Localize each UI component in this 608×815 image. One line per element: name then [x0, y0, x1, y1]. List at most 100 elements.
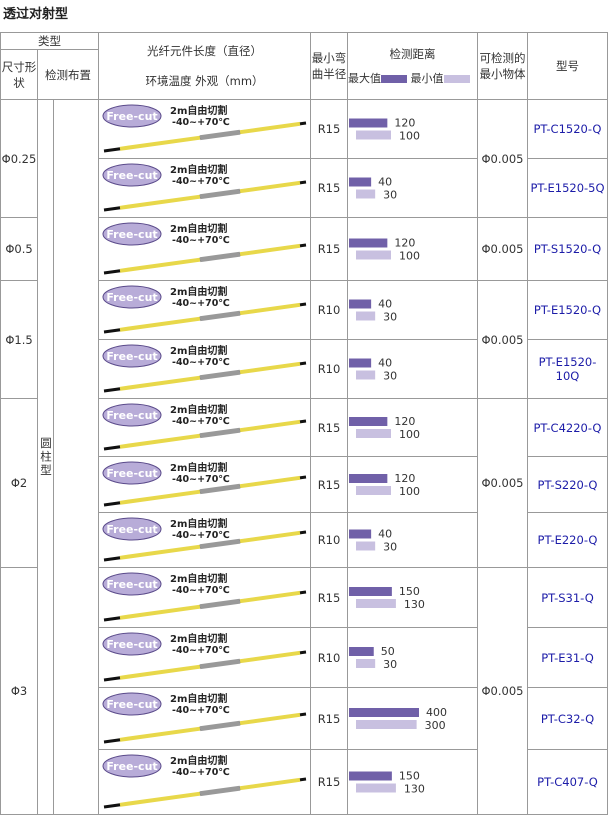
fiber-image: Free-cut 2m自由切割-40~+70℃ — [102, 461, 306, 506]
cable-sleeve — [239, 712, 300, 725]
ferrule — [199, 188, 240, 199]
badge-text: Free-cut — [106, 698, 157, 711]
fiber-cell: Free-cut 2m自由切割 -40~+70℃ — [98, 567, 311, 628]
distance-cell: 40 30 — [347, 512, 478, 568]
ferrule — [199, 785, 240, 796]
size-cell: Φ1.5 — [0, 280, 38, 399]
min-object-cell: Φ0.005 — [477, 99, 528, 218]
fiber-length: 2m自由切割 — [170, 285, 227, 298]
cable-sleeve — [239, 243, 300, 256]
badge — [102, 285, 161, 308]
model-cell: PT-E1520-10Q — [527, 339, 608, 399]
fiber-length: 2m自由切割 — [170, 163, 227, 176]
cable-sleeve — [239, 180, 300, 193]
header-arrangement: 检测布置 — [37, 49, 99, 100]
bend-cell: R15 — [310, 749, 348, 815]
header-size: 尺寸形状 — [0, 49, 38, 100]
min-bar — [356, 130, 391, 139]
badge — [102, 632, 161, 655]
badge-text: Free-cut — [106, 169, 157, 182]
data-row: Free-cut 2m自由切割 -40~+70℃ R15 40 30 PT-E1520-5Q — [1, 158, 608, 218]
cable-sleeve — [239, 475, 300, 488]
fiber-length: 2m自由切割 — [170, 754, 227, 767]
distance-cell: 120 100 — [347, 217, 478, 281]
distance-cell: 150 130 — [347, 749, 478, 815]
cable-sleeve — [119, 375, 200, 391]
min-label: 30 — [383, 310, 397, 323]
fiber-image: Free-cut 2m自由切割-40~+70℃ — [102, 754, 306, 808]
size-cell: Φ2 — [0, 398, 38, 568]
max-label: 120 — [394, 415, 415, 428]
fiber-temp: -40~+70℃ — [172, 176, 230, 187]
fiber-image: Free-cut 2m自由切割-40~+70℃ — [102, 285, 306, 333]
model-cell: PT-E1520-5Q — [527, 158, 608, 218]
cable-sleeve — [239, 121, 300, 134]
size-cell: Φ0.25 — [0, 99, 38, 218]
cable-sleeve — [119, 194, 200, 210]
model-cell: PT-E31-Q — [527, 627, 608, 688]
fiber-length: 2m自由切割 — [170, 572, 227, 585]
max-label: 50 — [381, 645, 395, 658]
badge-text: Free-cut — [106, 578, 157, 591]
max-bar — [349, 416, 388, 426]
bend-cell: R15 — [310, 456, 348, 513]
max-bar — [349, 177, 372, 186]
fiber-length: 2m自由切割 — [170, 344, 227, 357]
size-cell: Φ0.5 — [0, 217, 38, 281]
max-label: 120 — [394, 472, 415, 485]
max-label: 120 — [394, 116, 415, 129]
min-label: 300 — [425, 719, 446, 732]
fiber-temp: -40~+70℃ — [172, 705, 230, 716]
max-bar — [349, 473, 388, 483]
data-row: Φ0.5 Free-cut 2m自由切割 -40~+70℃ R15 120 100 Φ0.00… — [0, 217, 608, 281]
spec-table: 类型 光纤元件长度（直径） 环境温度 外观（mm） 最小弯曲半径 检测距离 最大值… — [0, 32, 608, 815]
cable-sleeve — [239, 590, 300, 603]
max-label: 40 — [378, 356, 392, 369]
fiber-cell: Free-cut 2m自由切割 -40~+70℃ — [98, 456, 311, 513]
badge-text: Free-cut — [106, 523, 157, 536]
data-row: Free-cut 2m自由切割 -40~+70℃ R10 50 30 PT-E31-Q — [1, 627, 608, 688]
max-label: 150 — [399, 585, 420, 598]
fiber-length: 2m自由切割 — [170, 104, 227, 117]
badge — [102, 572, 161, 595]
legend-min-swatch — [443, 75, 470, 83]
badge — [102, 163, 161, 186]
fiber-image: Free-cut 2m自由切割-40~+70℃ — [102, 344, 306, 392]
distance-cell: 50 30 — [347, 627, 478, 688]
distance-cell: 120 100 — [347, 398, 478, 457]
model-cell: PT-S220-Q — [527, 456, 608, 513]
ferrule — [199, 369, 240, 380]
data-row: Free-cut 2m自由切割 -40~+70℃ R15 400 300 PT-C32-Q — [1, 687, 608, 750]
fiber-image: Free-cut 2m自由切割-40~+70℃ — [102, 403, 306, 450]
data-row: Free-cut 2m自由切割 -40~+70℃ R15 120 100 PT-S220-Q — [1, 456, 608, 513]
badge-text: Free-cut — [106, 467, 157, 480]
fiber-cell: Free-cut 2m自由切割 -40~+70℃ — [98, 512, 311, 568]
header-env: 环境温度 外观（mm） — [145, 74, 264, 88]
fiber-temp: -40~+70℃ — [172, 530, 230, 541]
badge-text: Free-cut — [106, 760, 157, 773]
fiber-cell: Free-cut 2m自由切割 -40~+70℃ — [98, 217, 311, 281]
fiber-cell: Free-cut 2m自由切割 -40~+70℃ — [98, 687, 311, 750]
cable-sleeve — [239, 650, 300, 663]
fiber-temp: -40~+70℃ — [172, 357, 230, 368]
max-bar — [349, 707, 419, 717]
min-object-cell: Φ0.005 — [477, 217, 528, 281]
max-label: 40 — [378, 297, 392, 310]
badge-text: Free-cut — [106, 228, 157, 241]
min-bar — [356, 250, 391, 259]
min-label: 100 — [399, 249, 420, 262]
ferrule — [199, 310, 240, 321]
bend-cell: R10 — [310, 339, 348, 399]
min-label: 30 — [383, 658, 397, 671]
min-label: 100 — [399, 485, 420, 498]
min-label: 30 — [383, 540, 397, 553]
fiber-temp: -40~+70℃ — [172, 645, 230, 656]
min-bar — [356, 370, 376, 379]
badge-text: Free-cut — [106, 291, 157, 304]
badge — [102, 461, 161, 484]
cable-sleeve — [119, 316, 200, 332]
fiber-length: 2m自由切割 — [170, 632, 227, 645]
min-bar — [356, 541, 376, 550]
